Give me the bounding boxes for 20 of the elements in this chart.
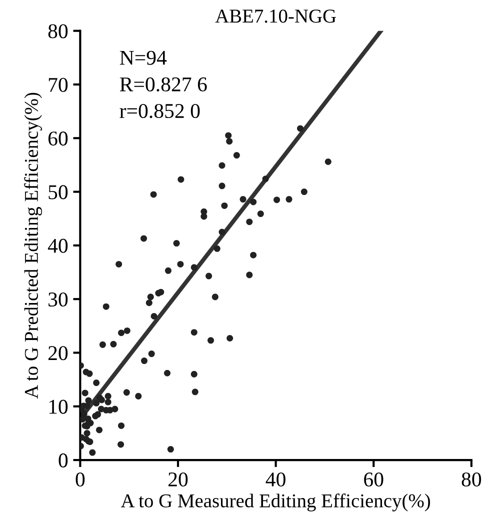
y-axis-title: A to G Predicted Editing Efficiency(%) <box>24 92 42 399</box>
annotation: R=0.827 6 <box>120 77 207 92</box>
y-tick-label: 50 <box>48 185 68 200</box>
x-tick-label: 40 <box>266 472 286 486</box>
y-tick-label: 80 <box>48 24 68 38</box>
y-tick-label: 70 <box>48 78 68 92</box>
annotation: r=0.852 0 <box>120 104 200 118</box>
y-tick-label: 10 <box>49 400 68 414</box>
x-tick-label: 60 <box>364 472 384 486</box>
chart-title: ABE7.10-NGG <box>215 10 336 23</box>
y-tick-label: 0 <box>58 453 68 468</box>
y-tick-label: 40 <box>48 238 68 253</box>
y-tick-label: 60 <box>48 132 68 146</box>
y-tick-label: 20 <box>48 346 68 360</box>
annotation: N=94 <box>120 50 167 65</box>
x-tick-label: 80 <box>462 472 482 486</box>
x-tick-label: 20 <box>168 472 188 486</box>
x-tick-label: 0 <box>76 472 85 486</box>
x-axis-title: A to G Measured Editing Efficiency(%) <box>120 494 430 512</box>
y-tick-label: 30 <box>48 292 68 307</box>
